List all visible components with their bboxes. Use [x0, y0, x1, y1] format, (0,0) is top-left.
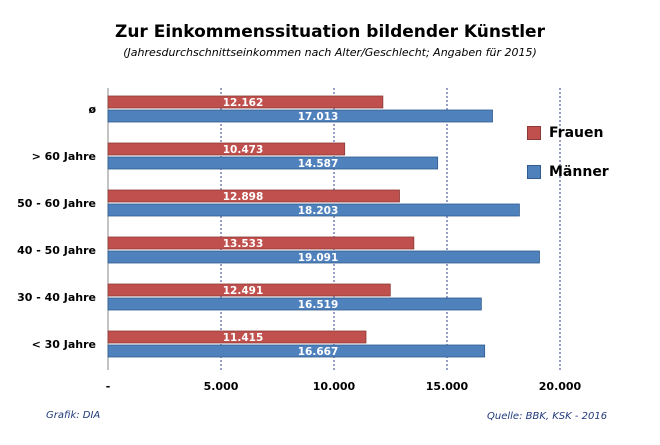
bars: 12.162 17.013 10.473 14.587 12.898 18.203 13.5…	[107, 95, 540, 358]
data-label-frauen: 12.898	[223, 191, 264, 203]
bar-frauen	[107, 330, 367, 344]
x-tick-label: 10.000	[313, 380, 356, 393]
data-label-frauen: 12.162	[223, 97, 264, 109]
x-tick-labels: - 5.000 10.000 15.000 20.000	[106, 380, 582, 393]
bar-maenner	[107, 344, 486, 358]
legend-item-maenner: Männer	[527, 164, 609, 180]
legend-item-frauen: Frauen	[527, 125, 603, 141]
bar-frauen	[107, 236, 415, 250]
x-tick-label: 5.000	[204, 380, 239, 393]
chart-subtitle: (Jahresdurchschnittseinkommen nach Alter…	[123, 46, 537, 59]
data-label-frauen: 10.473	[223, 144, 264, 156]
bar-frauen	[107, 189, 400, 203]
x-tick-label: 20.000	[539, 380, 582, 393]
data-label-maenner: 16.667	[298, 346, 339, 358]
bar-maenner	[107, 156, 439, 170]
data-label-maenner: 19.091	[298, 252, 339, 264]
bar-maenner	[107, 297, 482, 311]
gridlines	[107, 88, 561, 370]
category-labels: ø > 60 Jahre 50 - 60 Jahre 40 - 50 Jahre 30 …	[17, 103, 96, 351]
category-label: > 60 Jahre	[32, 150, 96, 163]
data-label-frauen: 12.491	[223, 285, 264, 297]
bar-frauen	[107, 283, 391, 297]
data-label-maenner: 18.203	[298, 205, 339, 217]
legend-swatch-maenner	[527, 165, 541, 179]
x-tick-label: 15.000	[426, 380, 469, 393]
category-label: < 30 Jahre	[32, 338, 96, 351]
category-label: 40 - 50 Jahre	[17, 244, 96, 257]
data-label-frauen: 13.533	[223, 238, 264, 250]
bar-maenner	[107, 203, 520, 217]
bar-frauen	[107, 95, 384, 109]
source-data: Quelle: BBK, KSK - 2016	[487, 411, 608, 422]
bar-frauen	[107, 142, 346, 156]
legend-label-maenner: Männer	[549, 164, 609, 180]
category-label: 30 - 40 Jahre	[17, 291, 96, 304]
category-label: 50 - 60 Jahre	[17, 197, 96, 210]
chart-title: Zur Einkommenssituation bildender Künstl…	[115, 22, 545, 42]
bar-maenner	[107, 109, 493, 123]
data-label-maenner: 14.587	[298, 158, 339, 170]
data-label-maenner: 16.519	[298, 299, 339, 311]
source-graphic: Grafik: DIA	[46, 410, 101, 421]
category-label: ø	[88, 103, 96, 116]
data-label-frauen: 11.415	[223, 332, 264, 344]
legend-label-frauen: Frauen	[549, 125, 604, 141]
bar-maenner	[107, 250, 540, 264]
x-tick-label: -	[106, 380, 111, 393]
data-label-maenner: 17.013	[298, 111, 339, 123]
legend-swatch-frauen	[527, 126, 541, 140]
